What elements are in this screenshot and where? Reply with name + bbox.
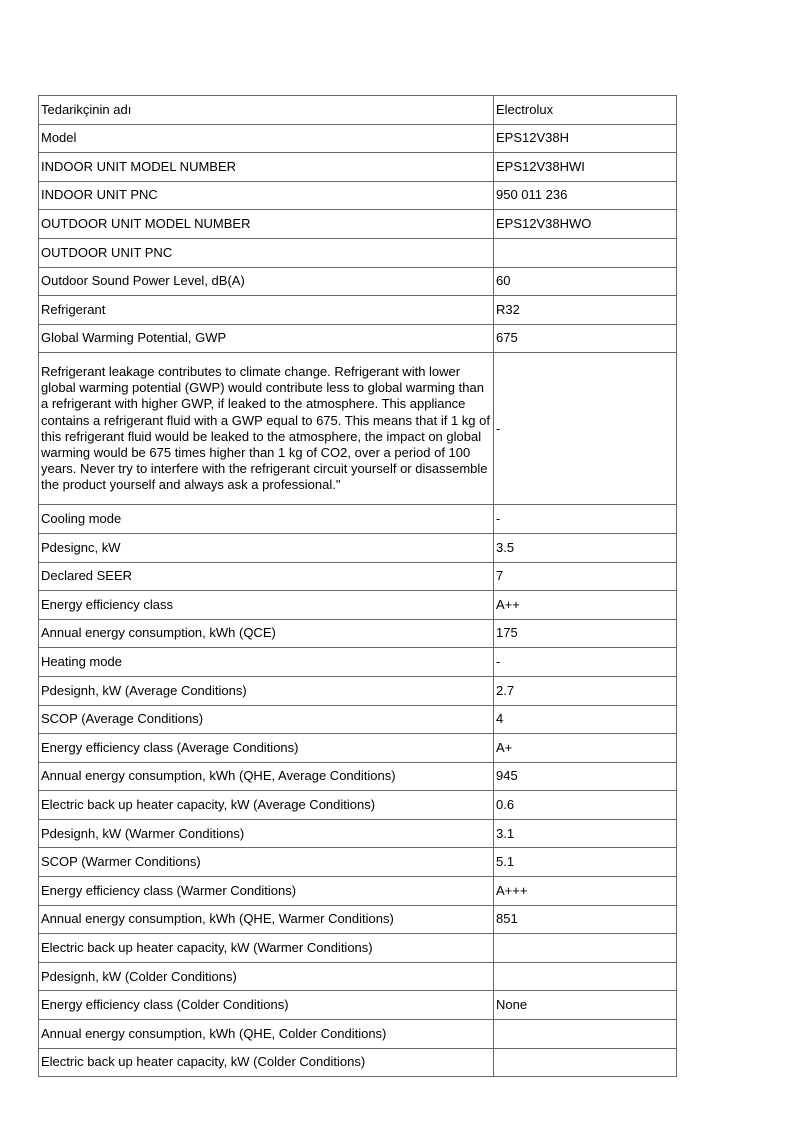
row-label: Outdoor Sound Power Level, dB(A) [38, 266, 494, 297]
row-value [493, 1019, 677, 1049]
table-row: Annual energy consumption, kWh (QHE, Col… [38, 1019, 677, 1049]
table-row: Model EPS12V38H [38, 123, 677, 154]
table-row: SCOP (Warmer Conditions) 5.1 [38, 847, 677, 878]
table-row: Electric back up heater capacity, kW (Av… [38, 790, 677, 820]
table-row: Energy efficiency class (Average Conditi… [38, 733, 677, 763]
table-row: Pdesignc, kW 3.5 [38, 532, 677, 563]
table-row: Pdesignh, kW (Warmer Conditions) 3.1 [38, 818, 677, 849]
table-row: INDOOR UNIT MODEL NUMBER EPS12V38HWI [38, 152, 677, 182]
row-value: 0.6 [493, 790, 677, 820]
row-label: OUTDOOR UNIT PNC [38, 237, 494, 268]
row-label: Energy efficiency class (Warmer Conditio… [38, 876, 494, 906]
table-row: Declared SEER 7 [38, 561, 677, 592]
row-label: Cooling mode [38, 504, 494, 534]
row-value: A+ [493, 733, 677, 763]
row-value: 3.1 [493, 818, 677, 849]
row-value: 675 [493, 323, 677, 354]
product-spec-table: Tedarikçinin adı Electrolux Model EPS12V38H… [38, 95, 677, 1078]
row-label: Tedarikçinin adı [38, 95, 494, 125]
row-label: Energy efficiency class [38, 590, 494, 620]
row-value: 4 [493, 704, 677, 735]
row-value: - [493, 504, 677, 534]
table-row: INDOOR UNIT PNC 950 011 236 [38, 180, 677, 211]
table-row: Annual energy consumption, kWh (QHE, Ave… [38, 761, 677, 792]
row-value: 60 [493, 266, 677, 297]
row-value: 175 [493, 618, 677, 649]
row-label: SCOP (Average Conditions) [38, 704, 494, 735]
row-value: 5.1 [493, 847, 677, 878]
row-value: R32 [493, 295, 677, 325]
table-row: SCOP (Average Conditions) 4 [38, 704, 677, 735]
row-value: EPS12V38HWI [493, 152, 677, 182]
row-value: A++ [493, 590, 677, 620]
row-label: Electric back up heater capacity, kW (Av… [38, 790, 494, 820]
row-value: Electrolux [493, 95, 677, 125]
row-label: Refrigerant leakage contributes to clima… [38, 352, 494, 506]
row-label: Pdesignh, kW (Colder Conditions) [38, 961, 494, 992]
table-row: Outdoor Sound Power Level, dB(A) 60 [38, 266, 677, 297]
row-label: INDOOR UNIT PNC [38, 180, 494, 211]
row-value: - [493, 647, 677, 677]
row-value [493, 1047, 677, 1078]
row-label: Pdesignh, kW (Average Conditions) [38, 675, 494, 706]
row-label: Energy efficiency class (Average Conditi… [38, 733, 494, 763]
row-label: Energy efficiency class (Colder Conditio… [38, 990, 494, 1021]
row-label: Electric back up heater capacity, kW (Wa… [38, 933, 494, 963]
row-label: OUTDOOR UNIT MODEL NUMBER [38, 209, 494, 239]
row-value: 851 [493, 904, 677, 935]
row-label: Pdesignh, kW (Warmer Conditions) [38, 818, 494, 849]
row-label: Annual energy consumption, kWh (QCE) [38, 618, 494, 649]
row-value: - [493, 352, 677, 506]
row-value [493, 237, 677, 268]
table-row: Energy efficiency class (Colder Conditio… [38, 990, 677, 1021]
table-row: Global Warming Potential, GWP 675 [38, 323, 677, 354]
row-value [493, 933, 677, 963]
table-row: Annual energy consumption, kWh (QCE) 175 [38, 618, 677, 649]
row-value: EPS12V38H [493, 123, 677, 154]
table-row: Heating mode - [38, 647, 677, 677]
table-row: Refrigerant leakage contributes to clima… [38, 352, 677, 506]
table-row: Annual energy consumption, kWh (QHE, War… [38, 904, 677, 935]
table-row: OUTDOOR UNIT MODEL NUMBER EPS12V38HWO [38, 209, 677, 239]
row-label: SCOP (Warmer Conditions) [38, 847, 494, 878]
row-label: Annual energy consumption, kWh (QHE, Col… [38, 1019, 494, 1049]
row-label: Model [38, 123, 494, 154]
table-row: Pdesignh, kW (Colder Conditions) [38, 961, 677, 992]
table-row: Refrigerant R32 [38, 295, 677, 325]
row-value: 950 011 236 [493, 180, 677, 211]
table-row: Electric back up heater capacity, kW (Co… [38, 1047, 677, 1078]
table-row: Pdesignh, kW (Average Conditions) 2.7 [38, 675, 677, 706]
table-row: OUTDOOR UNIT PNC [38, 237, 677, 268]
table-row: Tedarikçinin adı Electrolux [38, 95, 677, 125]
row-label: Refrigerant [38, 295, 494, 325]
row-label: Pdesignc, kW [38, 532, 494, 563]
row-value: EPS12V38HWO [493, 209, 677, 239]
row-label: Electric back up heater capacity, kW (Co… [38, 1047, 494, 1078]
table-row: Energy efficiency class A++ [38, 590, 677, 620]
row-value: 2.7 [493, 675, 677, 706]
row-label: Global Warming Potential, GWP [38, 323, 494, 354]
table-row: Cooling mode - [38, 504, 677, 534]
row-value: 3.5 [493, 532, 677, 563]
row-value: 7 [493, 561, 677, 592]
row-value: A+++ [493, 876, 677, 906]
table-row: Energy efficiency class (Warmer Conditio… [38, 876, 677, 906]
row-label: Annual energy consumption, kWh (QHE, War… [38, 904, 494, 935]
row-value [493, 961, 677, 992]
row-label: Declared SEER [38, 561, 494, 592]
row-label: Heating mode [38, 647, 494, 677]
row-label: INDOOR UNIT MODEL NUMBER [38, 152, 494, 182]
row-value: 945 [493, 761, 677, 792]
row-label: Annual energy consumption, kWh (QHE, Ave… [38, 761, 494, 792]
table-row: Electric back up heater capacity, kW (Wa… [38, 933, 677, 963]
row-value: None [493, 990, 677, 1021]
